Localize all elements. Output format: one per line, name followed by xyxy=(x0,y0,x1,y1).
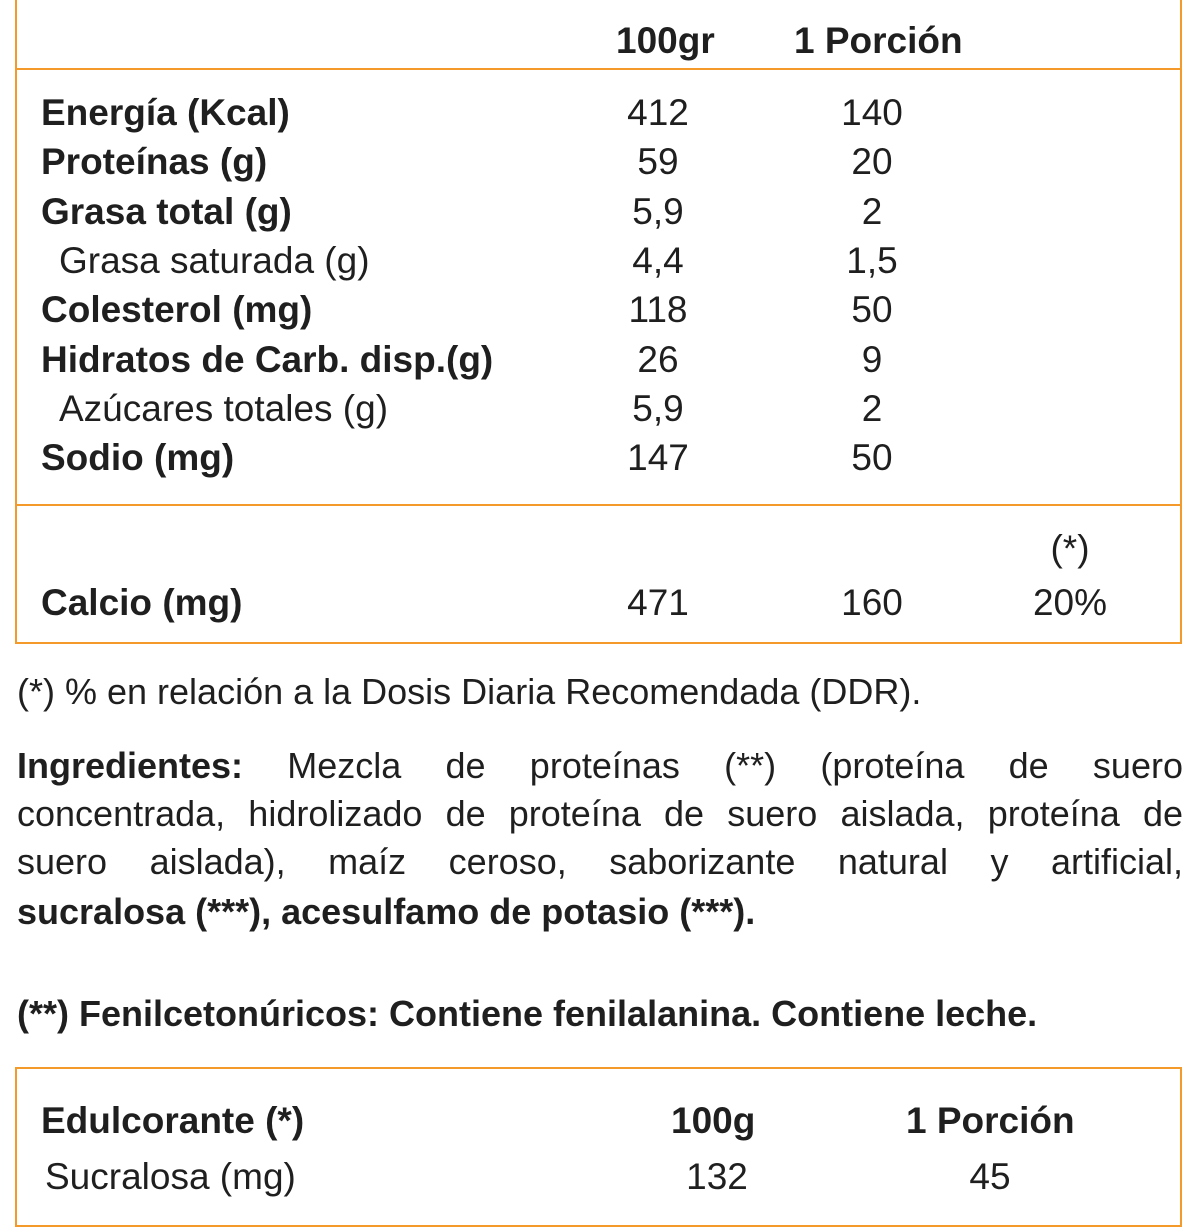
nutrient-value-100gr: 26 xyxy=(637,339,679,380)
nutrient-label: Sodio (mg) xyxy=(41,437,235,478)
calcio-ddr-percent: 20% xyxy=(1032,582,1108,623)
calcio-ddr-mark: (*) xyxy=(1050,528,1090,569)
phenylketonuric-note: (**) Fenilcetonúricos: Contiene fenilala… xyxy=(17,993,1038,1034)
ingredients-line-4: sucralosa (***), acesulfamo de potasio (… xyxy=(17,891,756,932)
nutrient-value-100gr: 147 xyxy=(627,437,689,478)
sweetener-table xyxy=(15,1067,1182,1227)
ddr-footnote: (*) % en relación a la Dosis Diaria Reco… xyxy=(17,671,922,712)
ingredients-title: Ingredientes: xyxy=(17,745,244,786)
nutrient-value-porcion: 1,5 xyxy=(846,240,898,281)
sweetener-header: Edulcorante (*) xyxy=(41,1100,305,1141)
nutrient-label: Energía (Kcal) xyxy=(41,92,290,133)
column-header-100gr: 100gr xyxy=(616,20,715,61)
calcio-label: Calcio (mg) xyxy=(41,582,243,623)
calcio-divider xyxy=(17,504,1180,506)
column-header-porcion: 1 Porción xyxy=(794,20,963,61)
nutrient-value-100gr: 5,9 xyxy=(632,191,684,232)
sucralosa-100g: 132 xyxy=(686,1156,748,1197)
nutrient-value-100gr: 5,9 xyxy=(632,388,684,429)
nutrient-value-100gr: 412 xyxy=(627,92,689,133)
nutrient-value-100gr: 59 xyxy=(637,141,679,182)
nutrient-label: Hidratos de Carb. disp.(g) xyxy=(41,339,494,380)
nutrient-label: Grasa total (g) xyxy=(41,191,292,232)
nutrient-value-porcion: 20 xyxy=(851,141,893,182)
nutrient-value-porcion: 2 xyxy=(861,388,883,429)
sucralosa-porcion: 45 xyxy=(969,1156,1011,1197)
ingredients-text-1: Mezcla de proteínas (**) (proteína de su… xyxy=(287,745,1183,786)
calcio-porcion: 160 xyxy=(841,582,903,623)
calcio-100gr: 471 xyxy=(627,582,689,623)
sweetener-col-100g: 100g xyxy=(671,1100,756,1141)
nutrient-label: Grasa saturada (g) xyxy=(59,240,370,281)
nutrition-table xyxy=(15,0,1182,644)
nutrient-label: Colesterol (mg) xyxy=(41,289,313,330)
nutrient-value-porcion: 2 xyxy=(861,191,883,232)
nutrient-label: Azúcares totales (g) xyxy=(59,388,389,429)
nutrient-value-100gr: 4,4 xyxy=(632,240,684,281)
sucralosa-label: Sucralosa (mg) xyxy=(45,1156,296,1197)
nutrient-value-porcion: 9 xyxy=(861,339,883,380)
nutrient-value-porcion: 140 xyxy=(841,92,903,133)
nutrient-label: Proteínas (g) xyxy=(41,141,268,182)
header-divider xyxy=(17,68,1180,70)
ingredients-line-1: Ingredientes: Mezcla de proteínas (**) (… xyxy=(17,742,1183,790)
nutrient-value-porcion: 50 xyxy=(851,437,893,478)
ingredients-line-3: suero aislada), maíz ceroso, saborizante… xyxy=(17,841,1183,882)
sweetener-col-porcion: 1 Porción xyxy=(906,1100,1075,1141)
ingredients-line-2: concentrada, hidrolizado de proteína de … xyxy=(17,793,1183,834)
nutrient-value-100gr: 118 xyxy=(628,289,688,330)
nutrient-value-porcion: 50 xyxy=(851,289,893,330)
